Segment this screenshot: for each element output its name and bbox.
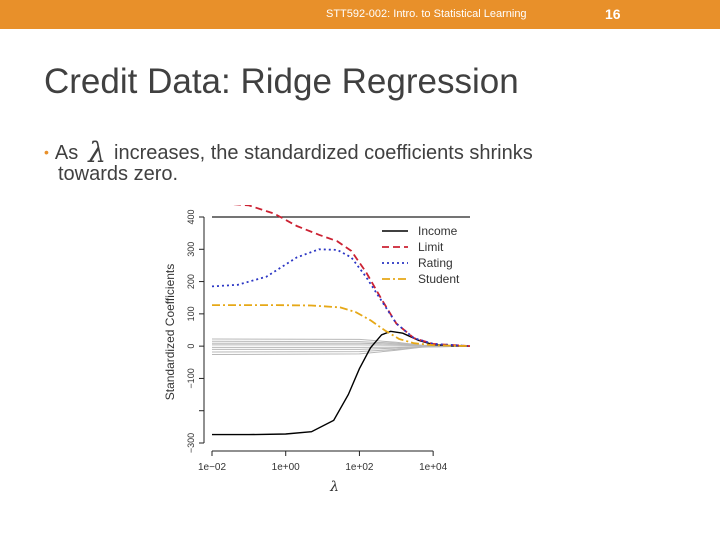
bullet-item: • As λ increases, the standardized coeffici…: [44, 133, 533, 169]
y-tick-label: −300: [186, 433, 196, 453]
series-line-rating: [211, 248, 471, 347]
x-tick-label: 1e+00: [272, 462, 301, 473]
series-line-income: [212, 330, 471, 436]
slide-title: Credit Data: Ridge Regression: [44, 62, 519, 101]
bullet-dot-icon: •: [44, 144, 49, 160]
x-tick-label: 1e−02: [198, 462, 227, 473]
y-tick-label: 200: [186, 274, 196, 289]
series-line-student: [212, 304, 471, 347]
series-line-limit: [232, 205, 471, 347]
ridge-coefficient-chart: Income Limit Rating Student 1e−02 1e+00 1e+02…: [163, 205, 471, 495]
x-axis-label: λ: [329, 479, 339, 495]
y-axis-label: Standardized Coefficients: [163, 264, 177, 401]
y-tick-label: 0: [186, 344, 196, 349]
header-bar: STT592-002: Intro. to Statistical Learni…: [0, 0, 720, 29]
bullet-continuation: towards zero.: [58, 163, 179, 185]
y-tick-label: 300: [186, 242, 196, 257]
bullet-text-start: As: [54, 142, 79, 164]
legend-label-student: Student: [418, 272, 460, 286]
y-tick-label: 400: [186, 209, 196, 224]
bullet-text-end: increases, the standardized coefficients…: [114, 142, 533, 164]
lambda-symbol: λ: [88, 136, 106, 169]
legend-label-rating: Rating: [418, 256, 453, 270]
x-tick-label: 1e+02: [345, 462, 374, 473]
course-title: STT592-002: Intro. to Statistical Learni…: [326, 8, 527, 20]
page-number: 16: [605, 6, 621, 22]
y-tick-label: −100: [186, 368, 196, 388]
x-tick-label: 1e+04: [419, 462, 448, 473]
background-coefficient-line: [211, 345, 471, 355]
legend-label-limit: Limit: [418, 240, 444, 254]
y-tick-label: 100: [186, 306, 196, 321]
legend-label-income: Income: [418, 224, 458, 238]
